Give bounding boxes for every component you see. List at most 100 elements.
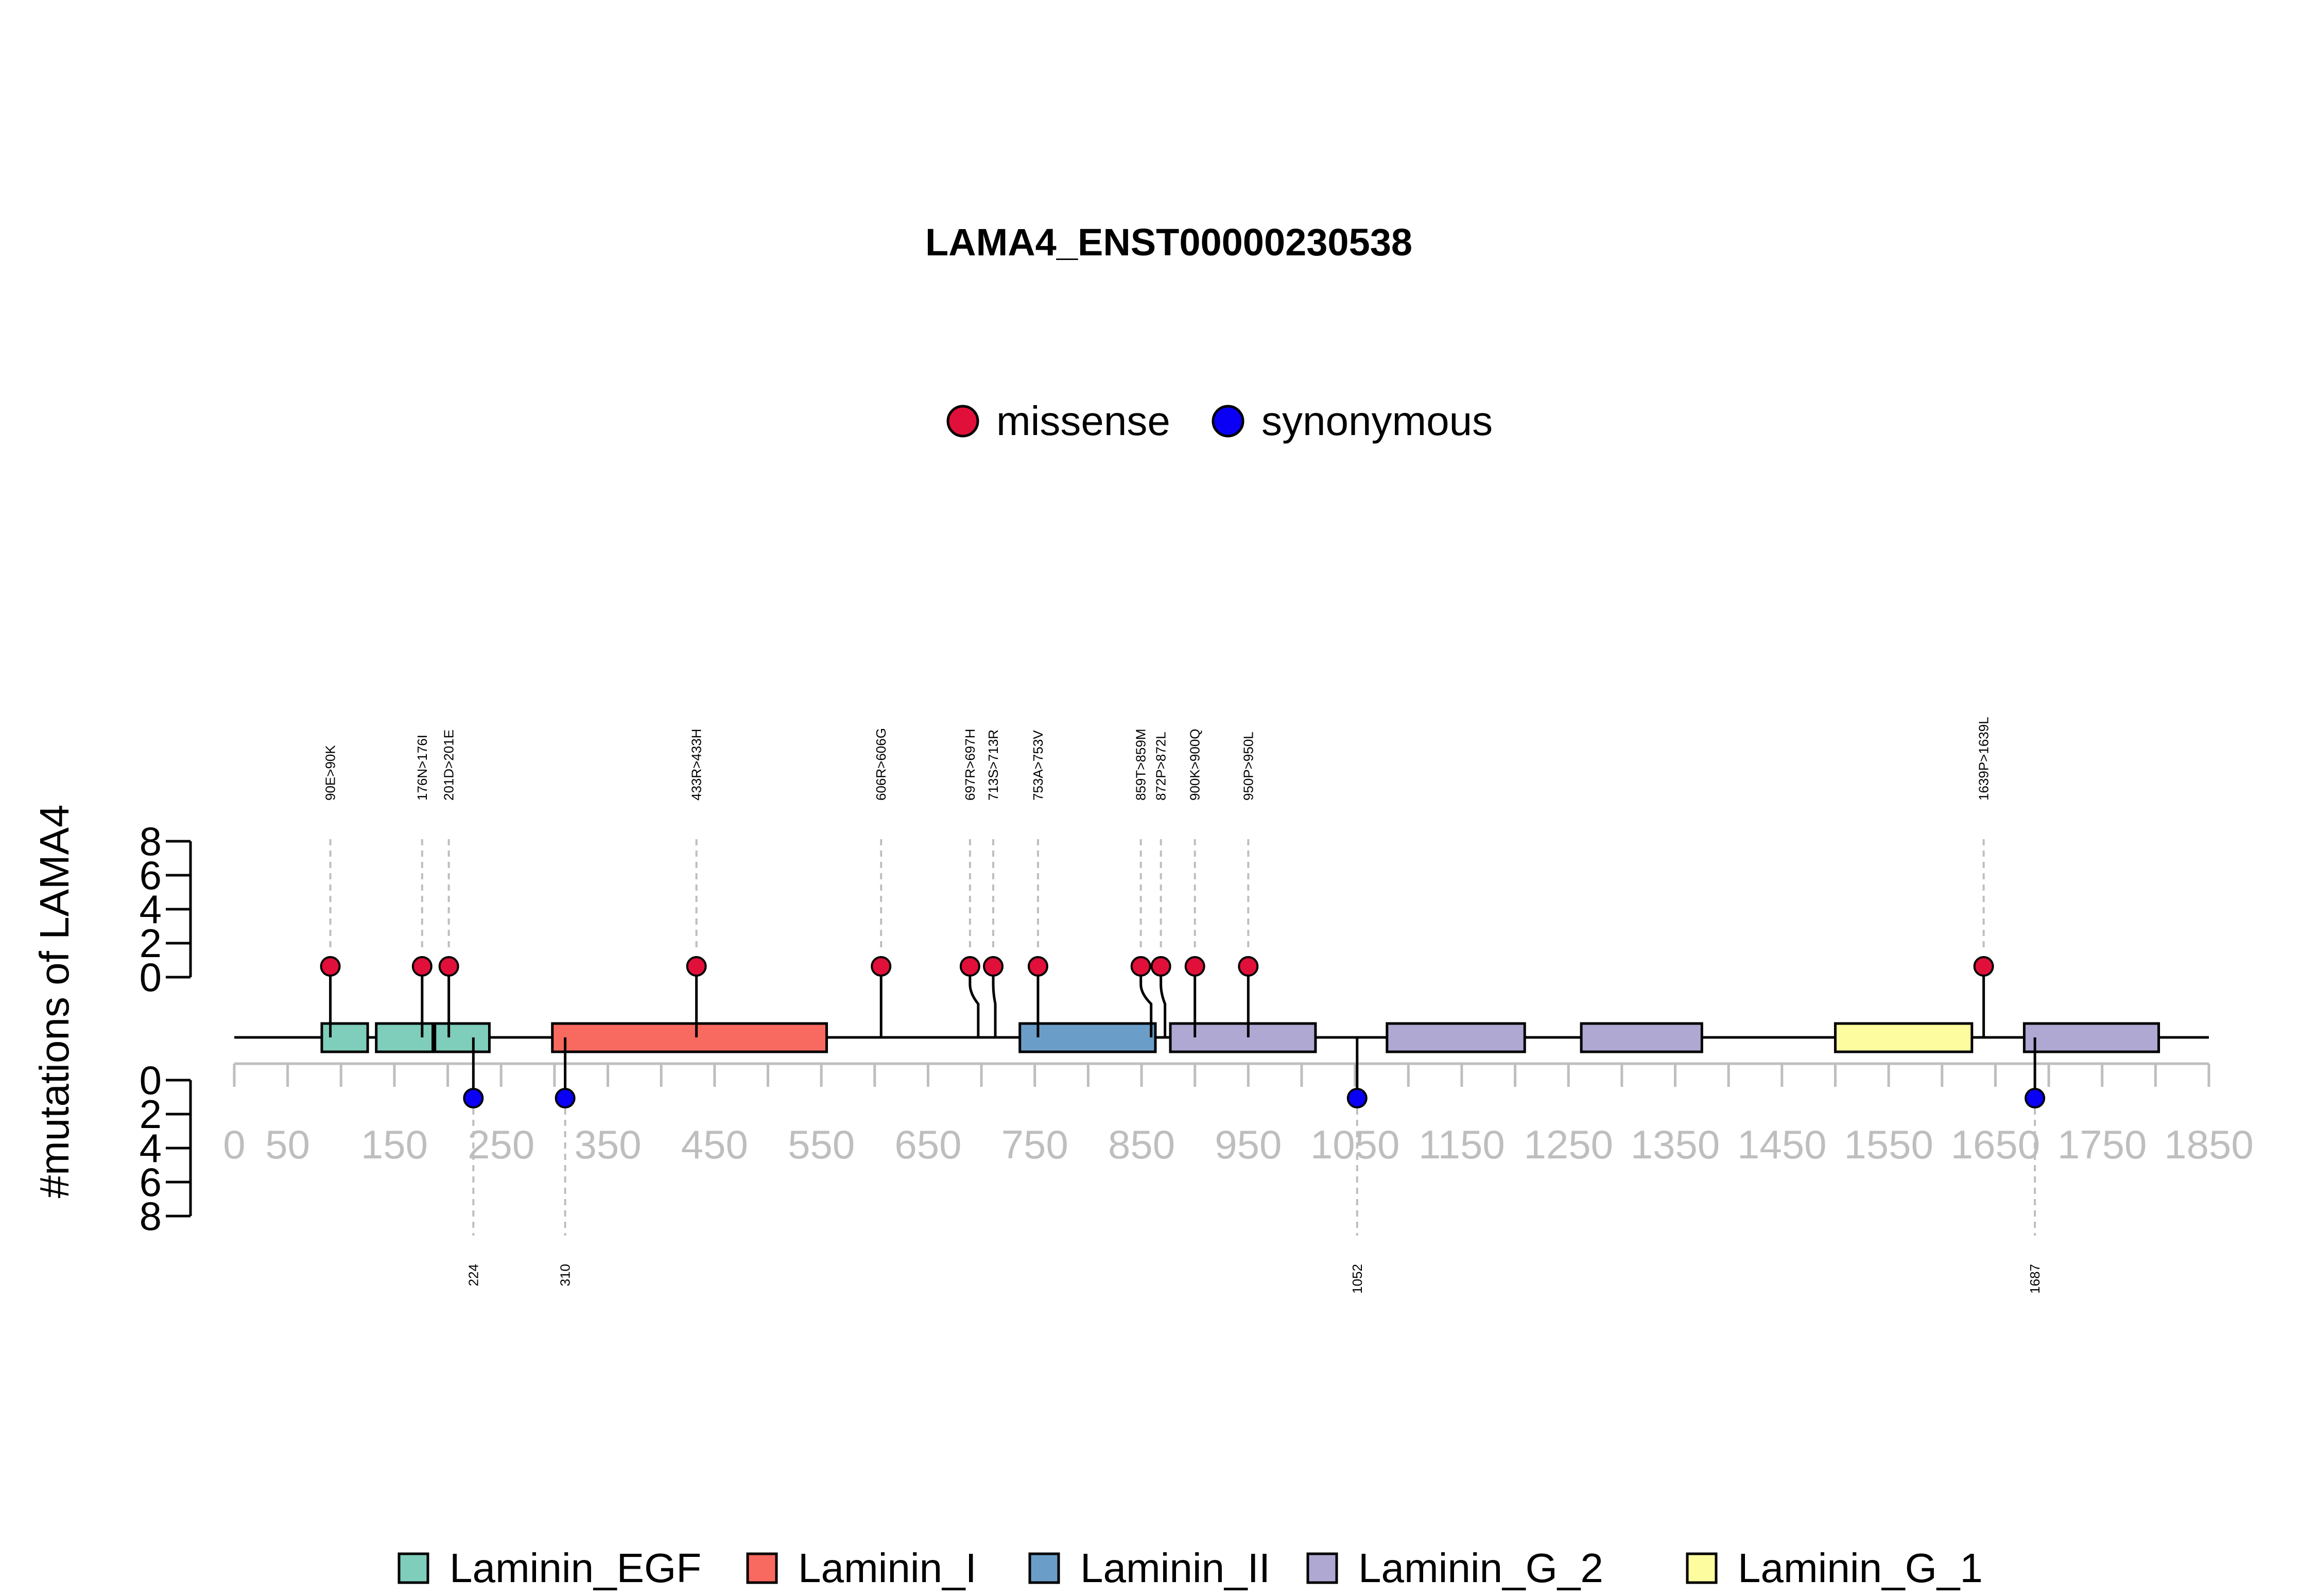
y-axis-bottom-tick-label: 4 <box>140 1125 162 1171</box>
position-tick-label: 1250 <box>1524 1122 1613 1167</box>
position-tick-label: 1550 <box>1844 1122 1933 1167</box>
missense-label: 606R>606G <box>873 728 889 801</box>
position-tick-label: 1050 <box>1310 1122 1400 1167</box>
missense-marker <box>1027 956 1048 977</box>
position-tick-label: 150 <box>361 1122 428 1167</box>
missense-stem <box>969 966 980 1037</box>
synonymous-marker <box>2025 1088 2046 1108</box>
missense-label: 950P>950L <box>1240 732 1256 801</box>
y-axis-bottom-tick-label: 0 <box>140 1057 162 1103</box>
legend-missense-marker <box>946 405 979 438</box>
synonymous-label: 1052 <box>1350 1264 1365 1294</box>
domain-Laminin_G_1 <box>1834 1022 1974 1053</box>
protein-domains <box>320 1022 2160 1053</box>
missense-label: 900K>900Q <box>1187 728 1203 801</box>
domain-Laminin_G_2 <box>1580 1022 1703 1053</box>
missense-label: 1639P>1639L <box>1976 717 1992 801</box>
domain-legend-label: Laminin_G_1 <box>1738 1545 1983 1591</box>
missense-marker <box>983 956 1004 977</box>
position-tick-label: 1850 <box>2164 1122 2254 1167</box>
chart-title: LAMA4_ENST00000230538 <box>925 221 1412 264</box>
synonymous-label: 310 <box>558 1264 573 1286</box>
position-axis: 0 50 150 250 350 450 550 650 750 850 950 1050 1150 12… <box>223 1062 2254 1167</box>
missense-marker <box>1150 956 1171 977</box>
y-axis-bottom-tick-label: 8 <box>140 1193 162 1239</box>
missense-label: 713S>713R <box>985 730 1001 801</box>
synonymous-label: 224 <box>465 1264 481 1286</box>
missense-label: 697R>697H <box>962 729 978 801</box>
lollipop-stems <box>329 966 2036 1098</box>
domain-Laminin_EGF <box>320 1022 369 1053</box>
domain-legend-swatch <box>397 1552 429 1584</box>
y-axis-top-tick-label: 2 <box>140 921 162 966</box>
missense-marker <box>320 956 341 977</box>
domain-legend-swatch <box>1686 1552 1718 1584</box>
position-tick-label: 950 <box>1215 1122 1282 1167</box>
synonymous-marker <box>463 1088 484 1108</box>
domain-legend-label: Laminin_II <box>1080 1545 1270 1591</box>
domain-legend-swatch <box>746 1552 778 1584</box>
domain-Laminin_G_2 <box>1169 1022 1317 1053</box>
y-axis-bottom-tick-label: 2 <box>140 1091 162 1137</box>
y-axis-bottom-tick-label: 6 <box>140 1159 162 1205</box>
y-axis-top-tick-label: 6 <box>140 853 162 898</box>
missense-stem <box>992 966 997 1037</box>
position-tick-label: 650 <box>894 1122 961 1167</box>
missense-label: 433R>433H <box>689 729 704 801</box>
missense-label: 90E>90K <box>323 745 338 801</box>
legend-synonymous-marker <box>1212 405 1244 438</box>
position-tick-label: 450 <box>681 1122 748 1167</box>
domain-legend: Laminin_EGF Laminin_I Laminin_II Laminin_G_… <box>397 1545 1983 1591</box>
missense-marker <box>1130 956 1151 977</box>
missense-marker <box>1238 956 1259 977</box>
position-tick-label: 0 <box>223 1122 245 1167</box>
domain-legend-swatch <box>1028 1552 1060 1584</box>
domain-Laminin_G_2 <box>2022 1022 2160 1053</box>
missense-marker <box>1184 956 1205 977</box>
domain-legend-swatch <box>1306 1552 1338 1584</box>
domain-legend-label: Laminin_G_2 <box>1358 1545 1603 1591</box>
missense-marker <box>1973 956 1994 977</box>
position-tick-label: 350 <box>574 1122 641 1167</box>
synonymous-marker <box>555 1088 576 1108</box>
missense-marker <box>411 956 433 977</box>
missense-label: 859T>859M <box>1133 729 1149 801</box>
position-tick-label: 550 <box>788 1122 855 1167</box>
missense-stem <box>1139 966 1153 1037</box>
domain-legend-label: Laminin_EGF <box>449 1545 701 1591</box>
position-tick-label: 1450 <box>1737 1122 1827 1167</box>
y-axis-top-tick-label: 4 <box>140 887 162 932</box>
domain-Laminin_G_2 <box>1386 1022 1526 1053</box>
legend-synonymous-label: synonymous <box>1261 398 1493 444</box>
position-tick-label: 1150 <box>1419 1122 1505 1167</box>
position-tick-label: 1350 <box>1631 1122 1720 1167</box>
y-axis-top-tick-label: 0 <box>140 955 162 1000</box>
y-axis-top-tick-label: 8 <box>140 819 162 864</box>
missense-label: 872P>872L <box>1153 732 1169 801</box>
missense-marker <box>686 956 707 977</box>
synonymous-label: 1687 <box>2027 1264 2043 1294</box>
missense-marker <box>871 956 892 977</box>
position-tick-label: 1750 <box>2057 1122 2147 1167</box>
synonymous-marker <box>1346 1088 1368 1108</box>
position-tick-label: 850 <box>1108 1122 1175 1167</box>
missense-label: 201D>201E <box>441 730 457 801</box>
lollipop-heads <box>320 956 2046 1108</box>
mutation-legend: missense synonymous <box>946 398 1493 444</box>
legend-missense-label: missense <box>996 398 1170 444</box>
position-tick-label: 750 <box>1001 1122 1068 1167</box>
domain-Laminin_I <box>551 1022 828 1053</box>
missense-marker <box>438 956 459 977</box>
missense-marker <box>959 956 980 977</box>
y-axis-label: #mutations of LAMA4 <box>31 805 77 1199</box>
domain-Laminin_EGF <box>434 1022 491 1053</box>
position-tick-label: 250 <box>468 1122 534 1167</box>
mutation-labels: 90E>90K 176N>176I 201D>201E 433R>433H 606R>6… <box>323 717 2043 1294</box>
position-tick-label: 1650 <box>1951 1122 2041 1167</box>
missense-label: 753A>753V <box>1030 730 1046 801</box>
domain-Laminin_II <box>1018 1022 1157 1053</box>
missense-stem <box>1160 966 1167 1037</box>
